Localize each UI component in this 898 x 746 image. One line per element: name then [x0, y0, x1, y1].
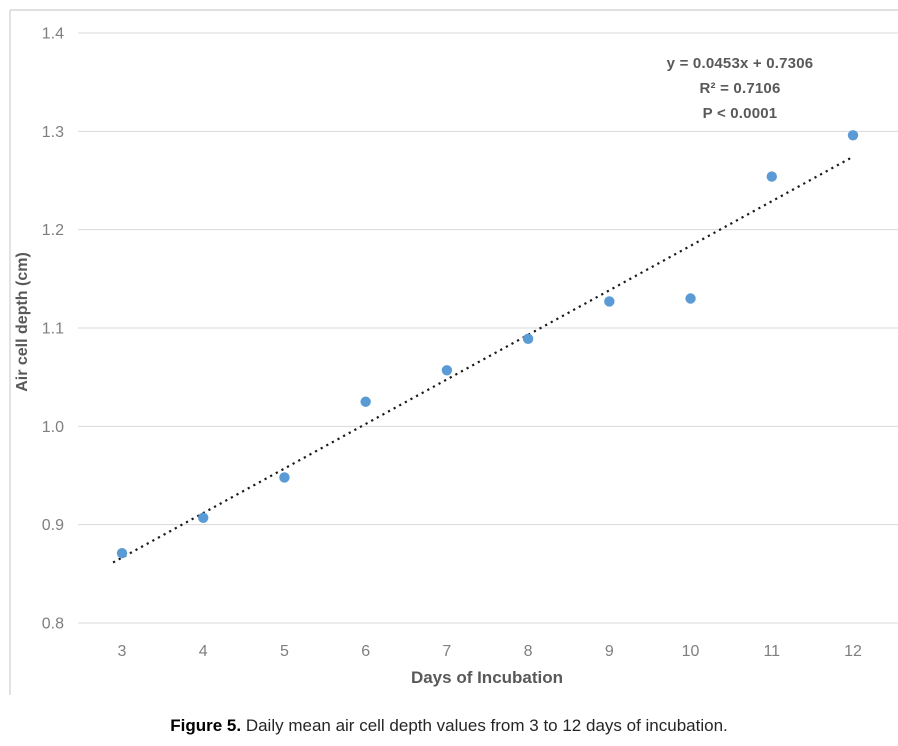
figure-caption: Figure 5. Daily mean air cell depth valu…: [0, 716, 898, 736]
data-point-day-4: [198, 512, 209, 523]
y-tick-label: 0.9: [42, 517, 64, 534]
trendline: [112, 156, 852, 564]
figure-caption-label: Figure 5.: [170, 716, 242, 735]
data-point-day-5: [279, 472, 290, 483]
p-value-line: P < 0.0001: [702, 105, 778, 122]
y-axis-title: Air cell depth (cm): [14, 252, 31, 392]
y-tick-label: 1.2: [42, 222, 64, 239]
x-tick-label: 11: [763, 643, 780, 660]
equation-line: y = 0.0453x + 0.7306: [666, 55, 814, 72]
data-point-day-6: [360, 396, 371, 407]
x-tick-label: 10: [682, 643, 700, 660]
data-point-day-12: [847, 130, 859, 141]
x-tick-label: 3: [118, 643, 127, 660]
data-point-day-9: [604, 296, 615, 307]
data-point-day-3: [116, 547, 128, 559]
y-tick-label: 0.8: [42, 616, 64, 633]
x-tick-label: 8: [524, 643, 533, 660]
x-tick-label: 12: [844, 643, 862, 660]
data-point-day-11: [766, 171, 777, 182]
y-tick-label: 1.1: [42, 321, 64, 338]
scatter-chart: 0.8 0.9 1.0 1.1 1.2 1.3 1.4 3 4 5 6 7 8 9 10 11 12 Air c…: [9, 9, 898, 695]
data-point-day-10: [685, 293, 696, 304]
x-tick-label: 4: [199, 643, 208, 660]
x-axis-title: Days of Incubation: [411, 668, 563, 687]
figure-caption-text: Daily mean air cell depth values from 3 …: [241, 716, 728, 735]
y-tick-label: 1.4: [42, 26, 64, 43]
y-tick-label: 1.3: [42, 124, 64, 141]
trendline-equation-annotation: y = 0.0453x + 0.7306 R² = 0.7106 P < 0.0…: [615, 51, 865, 126]
x-tick-label: 6: [361, 643, 370, 660]
data-point-day-8: [522, 333, 534, 345]
x-tick-label: 9: [605, 643, 614, 660]
x-tick-label: 5: [280, 643, 289, 660]
x-tick-label: 7: [442, 643, 451, 660]
data-point-day-7: [441, 365, 453, 376]
r-squared-line: R² = 0.7106: [699, 80, 781, 97]
y-tick-label: 1.0: [42, 419, 64, 436]
